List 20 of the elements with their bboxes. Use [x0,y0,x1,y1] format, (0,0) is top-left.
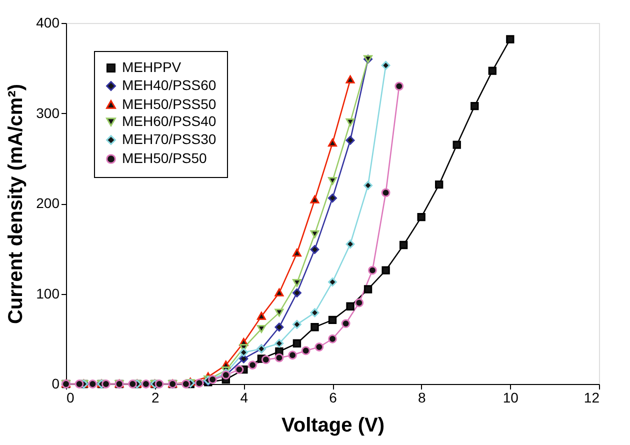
y-axis-title: Current density (mA/cm²) [5,84,28,324]
x-axis-title: Voltage (V) [282,414,384,436]
y-tick-label: 400 [36,14,60,30]
x-tick-label: 8 [418,390,426,406]
legend-label: MEH70/PSS30 [122,131,216,147]
legend-label: MEHPPV [122,59,182,75]
x-tick-label: 12 [584,390,600,406]
legend-label: MEH40/PSS60 [122,77,216,93]
y-tick-label: 200 [36,195,60,211]
x-tick-label: 0 [66,390,74,406]
y-tick-label: 0 [52,376,60,392]
legend-label: MEH50/PSS50 [122,96,216,112]
x-tick-label: 6 [329,390,338,406]
y-tick-label: 300 [36,104,60,121]
legend-label: MEH60/PSS40 [122,113,216,129]
legend-label: MEH50/PS50 [122,150,208,166]
x-tick-label: 4 [240,390,248,406]
y-tick-label: 100 [36,285,60,302]
x-tick-label: 10 [502,390,519,406]
x-tick-label: 2 [151,390,160,406]
